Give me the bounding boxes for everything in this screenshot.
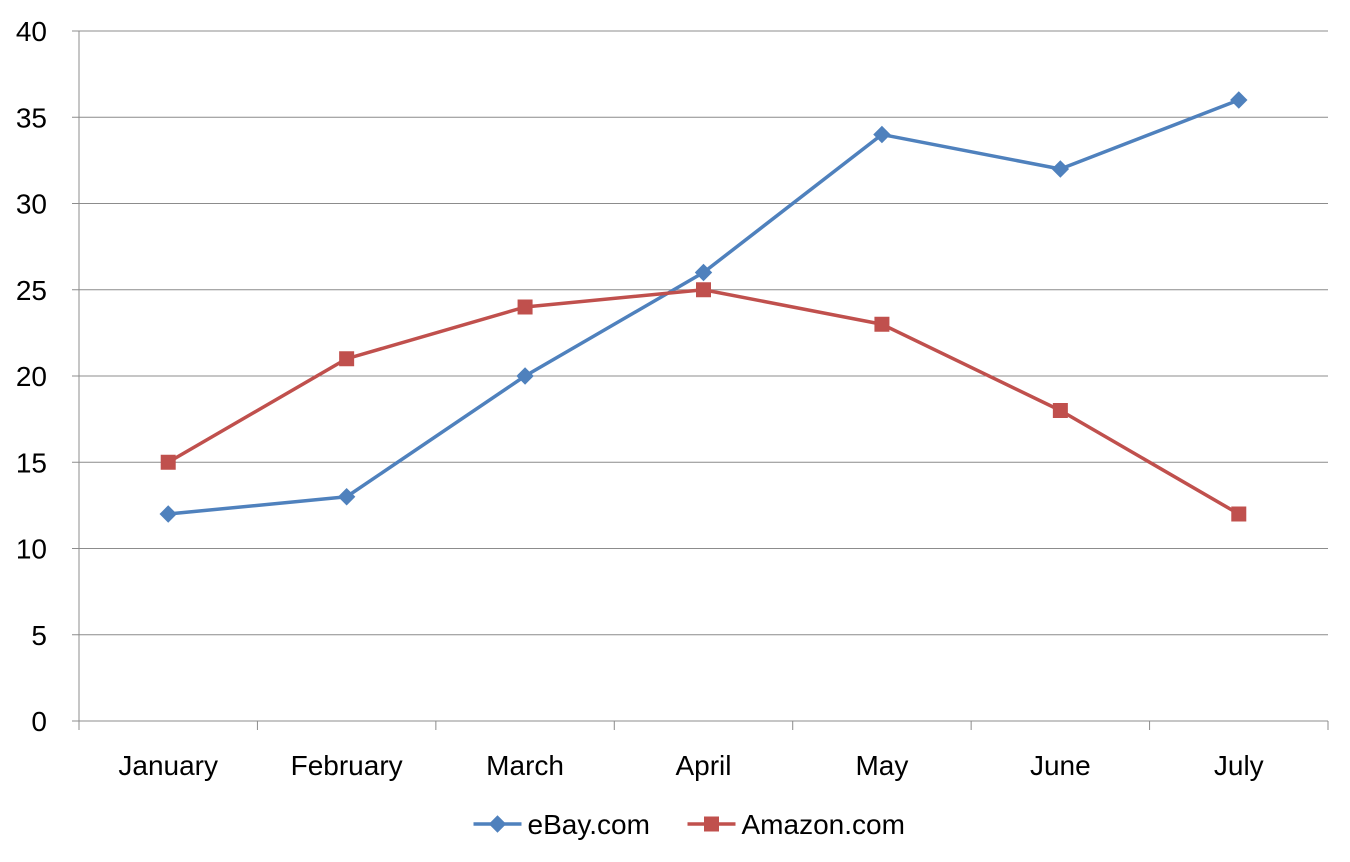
y-tick-label: 5 [31,620,47,651]
legend-item: eBay.com [473,809,650,840]
data-point-marker [339,351,355,367]
y-tick-label: 10 [16,534,47,565]
data-point-marker [1051,160,1070,178]
series-layer [159,91,1248,523]
y-tick-label: 15 [16,447,47,478]
data-point-marker [1052,403,1068,418]
data-point-marker [517,299,533,315]
y-tick-label: 30 [16,189,47,220]
x-tick-label: May [855,750,908,781]
x-axis-tick-labels: January February March April May June July [118,750,1263,781]
data-point-marker [160,454,176,470]
legend: eBay.com Amazon.com [473,809,905,840]
y-tick-label: 25 [16,275,47,306]
legend-label: Amazon.com [742,809,905,840]
data-point-marker [1230,91,1248,109]
x-tick-label: April [675,750,731,781]
series-0 [159,91,1248,523]
x-tick-label: July [1214,750,1264,781]
y-tick-label: 0 [31,706,47,737]
series-1 [160,282,1247,522]
legend-item: Amazon.com [687,809,905,840]
data-point-marker [873,125,891,144]
legend-marker [704,816,719,832]
series-line [166,288,1241,516]
x-tick-label: March [486,750,564,781]
y-tick-label: 40 [16,16,47,47]
data-point-marker [694,263,713,282]
data-point-marker [337,488,356,506]
legend-label: eBay.com [528,809,650,840]
y-tick-label: 20 [16,361,47,392]
data-point-marker [1231,506,1247,522]
data-point-marker [696,282,711,298]
x-tick-label: January [118,750,218,781]
data-point-marker [874,316,890,332]
x-tick-label: February [291,750,403,781]
series-line [166,98,1241,516]
data-point-marker [516,367,534,385]
axes [72,30,1329,730]
y-tick-label: 35 [16,102,47,133]
data-point-marker [159,505,177,523]
gridlines [79,30,1328,636]
x-tick-label: June [1030,750,1091,781]
legend-marker [488,815,507,833]
y-axis-tick-labels: 0 5 10 15 20 25 30 35 40 [16,16,47,737]
